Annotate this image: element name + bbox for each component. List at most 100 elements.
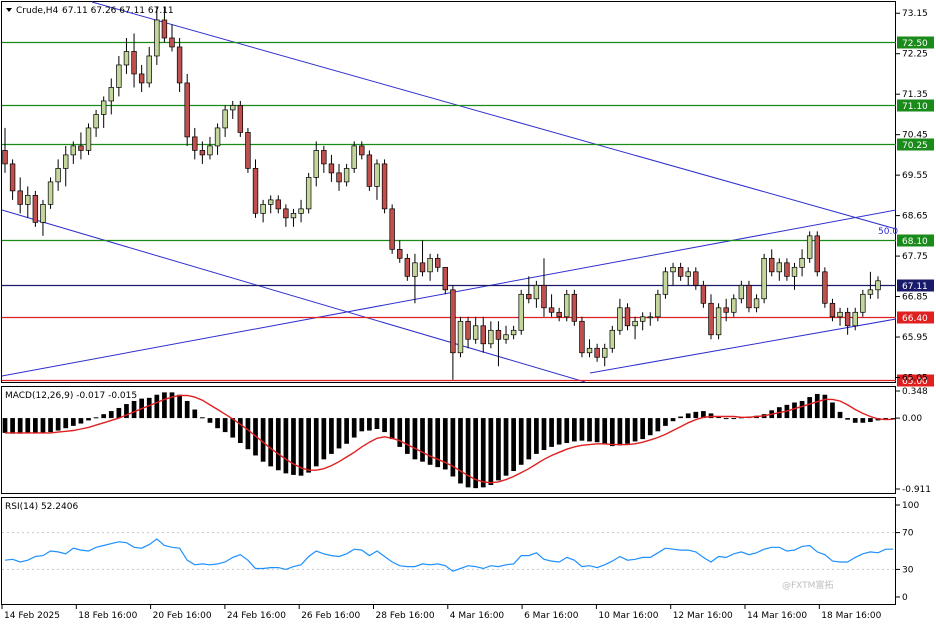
candle [541,258,547,317]
upper-ascending-trendline[interactable] [1,209,897,377]
macd-bar [845,418,850,420]
rsi-axis[interactable]: 100 70 30 0 [896,501,919,603]
time-tick-label: 26 Feb 16:00 [301,611,360,621]
time-axis[interactable]: 14 Feb 2025 18 Feb 16:00 20 Feb 16:00 24 Fe… [1,604,882,621]
candle [526,276,532,304]
candle-body-bull [230,105,236,111]
time-tick-label: 14 Mar 16:00 [747,611,807,621]
macd-bar [230,418,236,438]
macd-bar [450,418,456,477]
candle [100,96,107,128]
candle-body-bull [63,154,69,169]
candle-body-bear [275,199,281,210]
level-tag-text: 72.50 [902,39,928,49]
chart-header: Crude,H4 67.11 67.26 67.11 67.11 [6,6,174,16]
candle-body-bear [138,73,145,84]
candle [404,253,411,281]
candle [594,343,600,362]
candle [556,307,562,322]
macd-bar [655,418,661,432]
candle-body-bear [822,271,828,304]
time-tick-label: 20 Feb 16:00 [153,611,212,621]
candle-body-bear [624,307,631,327]
candle [146,46,152,88]
candle [214,123,221,155]
macd-bar [329,418,334,454]
macd-bar [799,400,805,419]
macd-bar [237,418,243,443]
symbol-title: Crude,H4 [16,6,59,16]
time-tick-label: 28 Feb 16:00 [376,611,435,621]
candle-body-bull [791,266,798,277]
macd-bar [594,418,600,443]
candle-body-bull [533,284,540,300]
candle [533,280,540,308]
macd-bar [427,418,433,465]
price-tick-label: 65.95 [902,333,928,343]
macd-bar [382,418,387,433]
candle [837,307,843,326]
time-tick-label: 18 Feb 16:00 [78,611,137,621]
candle [17,177,23,214]
rsi-tick-label: 30 [902,565,914,575]
macd-bar [534,418,539,454]
candle-body-bear [161,19,168,39]
trendlines[interactable] [1,1,897,383]
candle-body-bear [844,311,851,327]
candle-body-bear [495,329,502,340]
macd-bar [154,394,160,419]
macd-bar [458,418,463,484]
price-axis[interactable]: 73.15 72.25 71.35 70.45 69.55 68.65 67.75 66.85… [896,9,928,384]
candle-body-bull [860,293,866,313]
candle [457,316,464,358]
lower-ascending-trendline[interactable] [589,318,897,374]
candle-body-bear [328,163,335,174]
lower-descending-trendline[interactable] [1,209,586,383]
macd-bar [2,418,8,433]
macd-bar [632,418,638,442]
candle [70,141,77,164]
rsi-line [4,538,894,572]
macd-bar [207,418,213,423]
horizontal-levels[interactable]: 72.50 71.10 70.25 68.10 67.11 66.40 65.00 [2,36,934,388]
candle-body-bear [571,293,578,322]
candle-body-bull [776,262,783,273]
candle-body-bull [647,316,653,319]
macd-title: MACD(12,26,9) -0.017 -0.015 [5,391,137,401]
rsi-panel-frame [1,497,896,605]
candle [632,316,638,340]
candle-body-bear [389,208,395,250]
candle [63,145,69,187]
macd-axis[interactable]: 0.348 0.00 -0.911 [896,387,931,495]
candle-body-bull [214,127,221,147]
candle-body-bull [753,298,760,309]
rsi-title: RSI(14) 52.2406 [5,502,78,512]
macd-bar [830,402,835,419]
candle-body-bull [472,325,479,340]
candle-body-bear [693,271,699,286]
macd-bar [78,418,84,424]
macd-bar [367,418,372,431]
macd-bar [640,418,646,440]
macd-bar [731,418,737,420]
macd-bar [184,400,190,419]
upper-descending-trendline[interactable] [91,1,897,230]
price-series [2,6,881,380]
candle [450,285,456,380]
candle-body-bear [17,190,23,205]
candle [510,325,517,340]
candle-body-bear [450,289,456,354]
macd-tick-label: -0.911 [902,485,931,495]
candle-body-bear [78,145,84,151]
collapse-triangle-icon[interactable] [6,8,12,12]
macd-bar [685,413,691,419]
macd-bar [442,418,448,470]
level-tag-71.10 [897,99,934,112]
candle [252,159,259,218]
time-tick-label: 18 Mar 16:00 [821,611,881,621]
candle [442,266,448,295]
candle-body-bull [412,262,418,277]
candle-body-bull [488,329,494,345]
candle [419,240,426,277]
